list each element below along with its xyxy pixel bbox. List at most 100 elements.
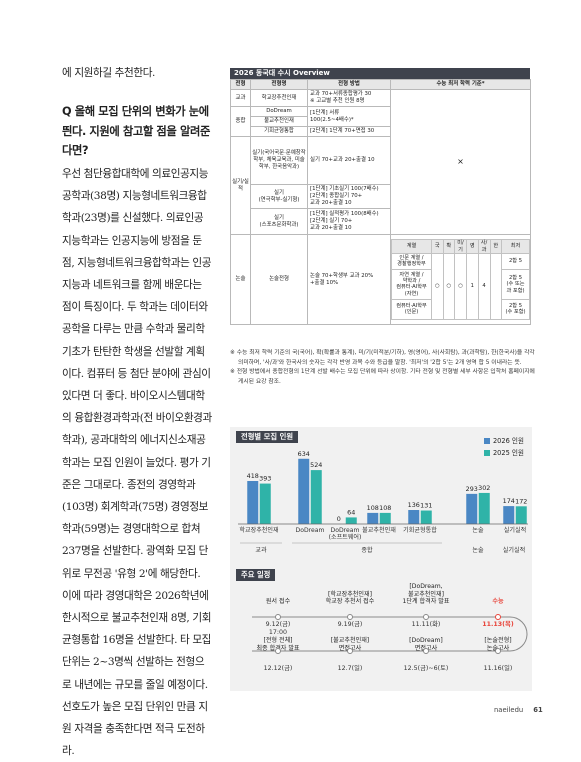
header-type: 전형 [230,79,251,90]
bar-2025 [420,510,432,524]
row-method: [2단계] 1단계 70+면접 30 [307,126,391,137]
overview-title: 2026 동국대 수시 Overview [230,68,530,79]
legend-item-2025: 2025 인원 [483,447,524,459]
row-name: 학교장추천인재 [250,89,308,107]
bar-2026 [247,481,259,524]
timeline-dot [494,613,502,621]
bar-2025 [478,492,490,524]
timeline-dot [422,613,430,621]
schedule-event-label: [DoDream, 불교추천인재] 1단계 합격자 발표 [402,583,450,606]
csat-track: 자연 계열 / 약학과 / 컴퓨터·AI학부 (자연) [391,268,432,300]
header-method: 전형 방법 [307,79,391,90]
row-name: 실기 (스포츠문화학과) [250,208,308,235]
schedule-event-date: 9.12(금) 17:00 [265,621,291,636]
csat-track: 인문 계열 / 경찰행정학부 [391,252,432,270]
row-name: 논술전형 [250,234,308,325]
csat-min: 2합 5 (수 포함) [501,298,530,320]
chart-legend: 2026 인원 2025 인원 [483,435,524,459]
schedule-event-date: 11.13(목) [482,621,514,628]
row-name: 실기(국어국문·문예창작학부, 체육교육과, 미술학부, 한국음악과) [250,136,308,185]
group-label: 실기실적 [503,546,525,554]
row-name: 불교추천인재 [250,116,308,127]
chart-title: 전형별 모집 인원 [236,431,299,443]
schedule-track [252,616,528,652]
schedule-title: 주요 일정 [236,569,276,581]
csat-mark: ○ [454,252,467,320]
header-name: 전형명 [250,79,308,90]
row-method: 교과 70+서류종합평가 30 ※ 고교별 추천 인원 8명 [307,89,391,107]
schedule-event-label: [학교장추천인재] 학교장 추천서 접수 [325,590,375,606]
page-number: 61 [533,706,543,714]
csat-subtable: 계열 국 확 미/기 영 사/과 한 최저 인문 계열 / 경찰행정학부 ○ ○… [391,239,530,320]
bar-value-label: 0 [337,515,341,523]
csat-none-mark: × [457,156,464,166]
article-paragraph-lead: 에 지원하길 추천한다. [62,67,156,79]
legend-label-2026: 2026 인원 [492,437,524,445]
group-nonsul: 논술 [230,234,251,325]
bar-2025 [379,512,391,524]
csat-mark: 4 [477,252,491,320]
csat-track: 컴퓨터·AI학부 (인문) [391,298,432,320]
category-label: DoDream [331,527,360,534]
schedule-panel: 주요 일정 원서 접수 9.12(금) 17:00 [학교장추천인재] 학교장 추천… [230,563,532,691]
article-column: 에 지원하길 추천한다. Q 올해 모집 단위의 변화가 눈에 띈다. 지원에 … [62,62,212,762]
csat-header: 영 [466,239,479,254]
table-notes: ※ 수능 최저 학력 기준의 국(국어), 확(확률과 통계), 미/기(미적분… [230,349,536,387]
group-label: 교과 [255,546,267,554]
group-kyokwa: 교과 [230,89,251,107]
group-jonghap: 종합 [230,106,251,137]
csat-header: 국 [431,239,444,254]
timeline-dot [274,647,282,655]
page-footer: naeiledu 61 [494,706,543,714]
timeline-dot [494,647,502,655]
header-csat: 수능 최저 학력 기준* [390,79,531,90]
bar-2026 [367,512,379,524]
schedule-event-date: 12.12(금) [263,665,293,672]
bar-value-label: 524 [310,461,322,469]
admission-table: 전형 전형명 전형 방법 수능 최저 학력 기준* 교과 학교장추천인재 교과 … [230,79,531,325]
note: ※ 수능 최저 학력 기준의 국(국어), 확(확률과 통계), 미/기(미적분… [230,350,535,366]
row-method: [1단계] 서류 100(2.5~4배수)* [307,106,391,127]
legend-swatch-2025 [483,450,490,456]
row-method: [1단계] 기초실기 100(7배수) [2단계] 종합실기 70+ 교과 20… [307,184,391,209]
csat-header: 최저 [501,239,530,254]
footer-brand: naeiledu [494,706,524,714]
timeline-path [252,616,528,652]
schedule-event-date: 12.7(일) [337,665,363,672]
csat-mark: ○ [431,252,444,320]
csat-header: 한 [489,239,502,254]
category-label: 논술 [472,526,484,534]
bar-2025 [259,483,271,524]
bar-2026 [503,506,515,524]
schedule-event-date: 11.16(일) [483,665,513,672]
category-label: DoDream [296,527,325,534]
row-name: DoDream [250,106,308,117]
group-label: 논술 [472,546,484,554]
bar-value-label: 293 [466,485,478,493]
csat-none: × [390,89,531,235]
category-label: 기회균형통합 [403,526,437,534]
bar-value-label: 302 [478,484,490,492]
timeline-dot [346,613,354,621]
row-method: [1단계] 실적평가 100(8배수) [2단계] 실기 70+ 교과 20+출… [307,208,391,235]
csat-min: 2합 5 (수 또는 과 포함) [501,268,530,300]
bar-2025 [345,517,357,524]
bar-2025 [515,506,527,524]
bar-2026 [298,458,310,524]
schedule-event-date: 12.5(금)~6(토) [403,665,449,672]
csat-header: 미/기 [454,239,467,254]
interview-answer: 우선 첨단융합대학에 의료인공지능공학과(38명) 지능형네트워크융합학과(23… [62,167,212,758]
bar-value-label: 131 [420,502,432,510]
category-label: 실기실적 [504,526,526,534]
csat-mark: ○ [442,252,455,320]
timeline-dot [274,613,282,621]
quota-bar-chart: 418 393학교장추천인재634524DoDream064DoDream(소프트… [238,450,528,554]
group-silgi: 실기/실적 [230,136,251,235]
bar-value-label: 174 [503,497,515,505]
legend-label-2025: 2025 인원 [492,449,524,457]
timeline-dot [422,647,430,655]
interview-question: Q 올해 모집 단위의 변화가 눈에 띈다. 지원에 참고할 점을 알려준다면? [62,105,210,158]
bar-value-label: 108 [367,504,379,512]
category-label: (소프트웨어) [329,533,362,541]
bar-2025 [310,470,322,524]
